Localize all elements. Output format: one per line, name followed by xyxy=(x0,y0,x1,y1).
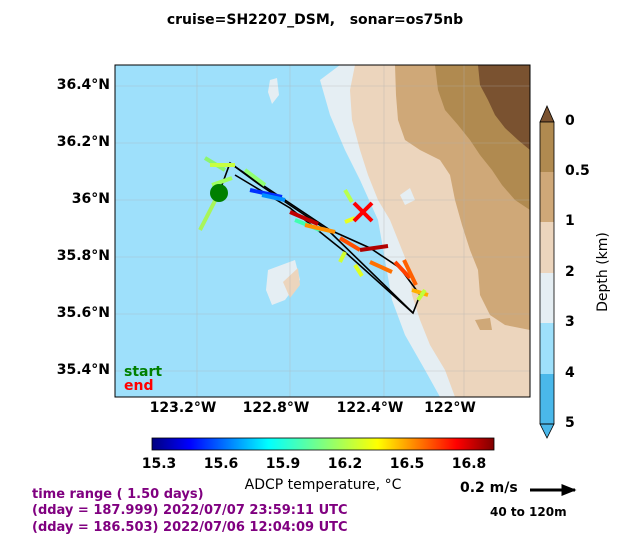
depth-tick: 3 xyxy=(565,314,575,330)
time-range: time range ( 1.50 days) xyxy=(32,487,204,502)
legend-start: start xyxy=(124,364,163,380)
depth-tick: 2 xyxy=(565,264,575,280)
lon-tick: 122.4°W xyxy=(336,400,404,416)
temp-tick: 15.3 xyxy=(141,456,177,472)
time-end: (dday = 187.999) 2022/07/07 23:59:11 UTC xyxy=(32,503,348,518)
temp-tick: 15.6 xyxy=(203,456,239,472)
depth-tick: 4 xyxy=(565,365,575,381)
temp-tick: 15.9 xyxy=(265,456,301,472)
depth-colorbar xyxy=(539,105,555,439)
temp-tick: 16.8 xyxy=(451,456,487,472)
depth-tick: 0 xyxy=(565,113,575,129)
scale-speed: 0.2 m/s xyxy=(460,480,518,496)
depth-tick: 1 xyxy=(565,213,575,229)
temp-tick: 16.2 xyxy=(327,456,363,472)
map-frame xyxy=(114,64,531,398)
lat-tick: 35.6°N xyxy=(56,305,110,321)
depth-tick: 0.5 xyxy=(565,163,590,179)
lat-tick: 36°N xyxy=(71,191,110,207)
lon-tick: 122°W xyxy=(424,400,476,416)
time-start: (dday = 186.503) 2022/07/06 12:04:09 UTC xyxy=(32,520,348,535)
lat-tick: 35.4°N xyxy=(56,362,110,378)
scale-depth-range: 40 to 120m xyxy=(490,505,567,519)
cruise-track xyxy=(218,161,421,315)
temp-tick: 16.5 xyxy=(389,456,425,472)
temperature-colorbar xyxy=(151,437,495,451)
lon-tick: 122.8°W xyxy=(242,400,310,416)
lat-tick: 36.2°N xyxy=(56,134,110,150)
lon-tick: 123.2°W xyxy=(149,400,217,416)
legend-end: end xyxy=(124,378,154,394)
start-marker xyxy=(210,184,228,202)
temp-colorbar-label: ADCP temperature, °C xyxy=(244,477,402,493)
lat-tick: 35.8°N xyxy=(56,248,110,264)
depth-colorbar-label: Depth (km) xyxy=(595,232,611,312)
depth-tick: 5 xyxy=(565,415,575,431)
bathymetry xyxy=(115,65,530,397)
plot-title: cruise=SH2207_DSM, sonar=os75nb xyxy=(166,12,464,28)
end-marker xyxy=(352,201,374,223)
lat-tick: 36.4°N xyxy=(56,77,110,93)
